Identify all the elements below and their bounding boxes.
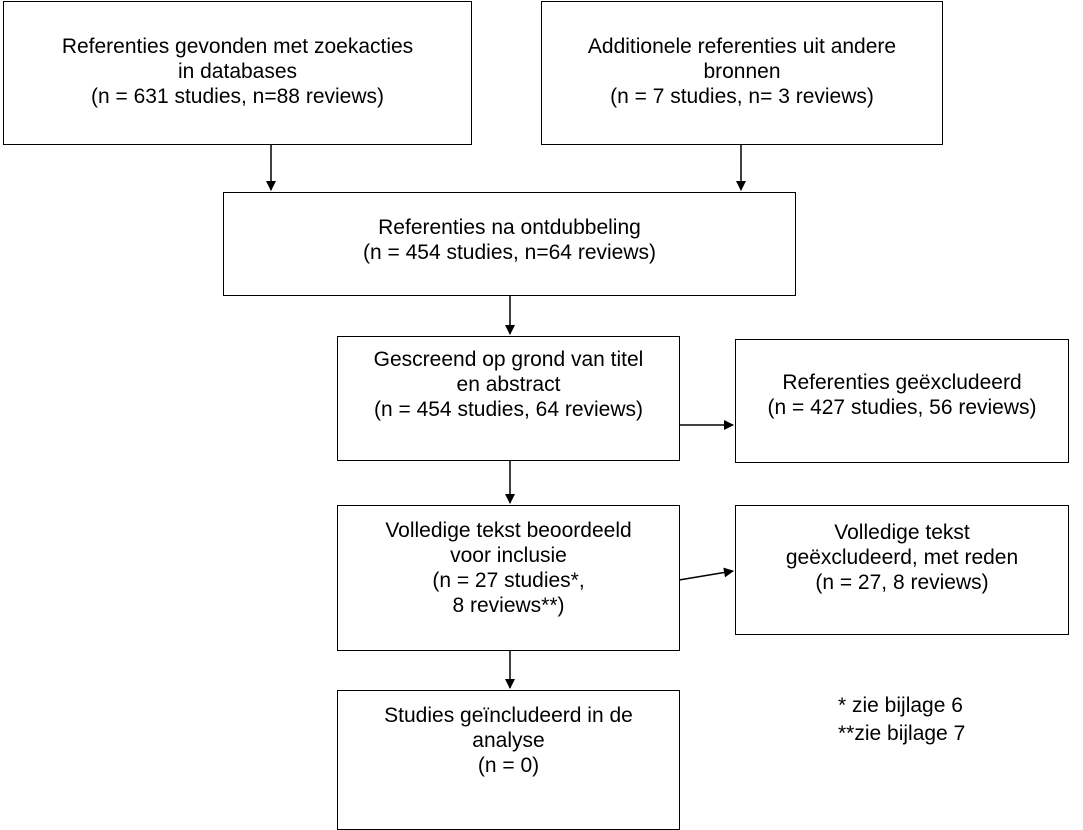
box-line: Additionele referenties uit andere	[587, 35, 897, 58]
box-line: en abstract	[456, 373, 561, 396]
box-studies-included: Studies geïncludeerd in de analyse (n = …	[337, 690, 680, 830]
box-line: Referenties na ontdubbeling	[378, 216, 641, 239]
box-line: in databases	[177, 60, 298, 83]
box-line: (n = 27, 8 reviews)	[815, 571, 989, 594]
arrow-fulltext-to-excluded	[678, 567, 734, 581]
box-line: (n = 427 studies, 56 reviews)	[767, 396, 1037, 419]
box-fulltext-excluded: Volledige tekst geëxcludeerd, met reden …	[735, 505, 1069, 635]
box-line: voor inclusie	[450, 544, 567, 567]
box-line: (n = 631 studies, n=88 reviews)	[91, 85, 384, 108]
box-line: (n = 454 studies, 64 reviews)	[373, 398, 644, 421]
box-line: Volledige tekst beoordeeld	[385, 519, 632, 542]
footnote-bijlage-7: **zie bijlage 7	[838, 722, 966, 745]
box-line: analyse	[472, 729, 545, 752]
box-database-references: Referenties gevonden met zoekacties in d…	[3, 1, 472, 145]
box-line: Volledige tekst	[834, 521, 970, 544]
box-line: Referenties geëxcludeerd	[782, 371, 1022, 394]
box-excluded-references: Referenties geëxcludeerd (n = 427 studie…	[735, 339, 1069, 463]
box-deduplicated-references: Referenties na ontdubbeling (n = 454 stu…	[223, 192, 796, 296]
flow-arrows	[266, 145, 746, 689]
box-additional-references: Additionele referenties uit andere bronn…	[541, 1, 943, 145]
box-screened: Gescreend op grond van titel en abstract…	[337, 336, 680, 461]
box-line: (n = 7 studies, n= 3 reviews)	[610, 85, 874, 108]
box-line: (n = 27 studies*,	[432, 569, 585, 592]
box-line: bronnen	[703, 60, 781, 83]
box-line: geëxcludeerd, met reden	[785, 546, 1019, 569]
box-line: Referenties gevonden met zoekacties	[61, 35, 414, 58]
box-line: 8 reviews**)	[452, 594, 565, 617]
footnote-bijlage-6: * zie bijlage 6	[838, 694, 963, 717]
box-line: (n = 454 studies, n=64 reviews)	[363, 241, 656, 264]
box-line: Studies geïncludeerd in de	[384, 704, 633, 727]
box-fulltext-assessed: Volledige tekst beoordeeld voor inclusie…	[337, 505, 680, 651]
box-line: Gescreend op grond van titel	[373, 348, 644, 371]
box-line: (n = 0)	[477, 754, 540, 777]
